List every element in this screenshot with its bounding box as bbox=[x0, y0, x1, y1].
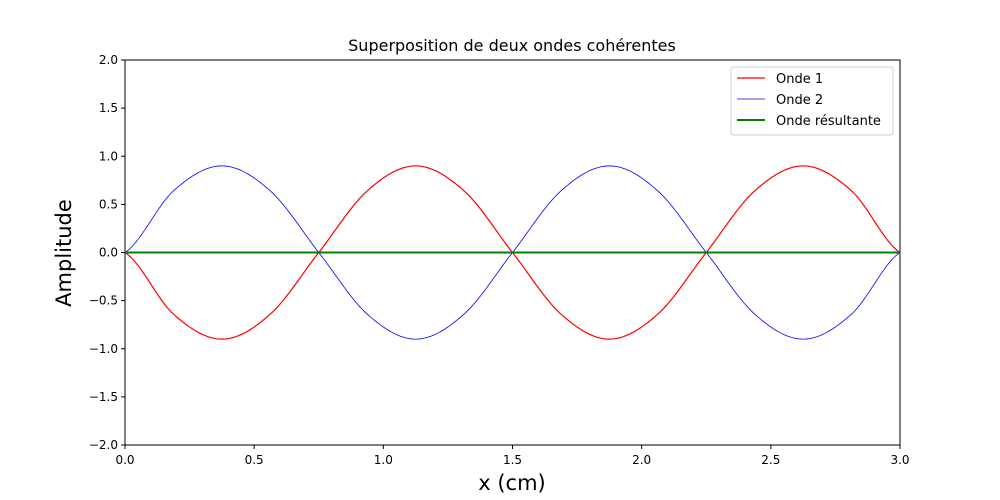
x-tick-label: 0.5 bbox=[245, 453, 264, 467]
y-tick-label: 1.0 bbox=[99, 149, 118, 163]
x-tick-label: 1.5 bbox=[503, 453, 522, 467]
legend-label: Onde 1 bbox=[776, 72, 823, 87]
y-tick-label: 1.5 bbox=[99, 101, 118, 115]
x-axis: 0.0 0.5 1.0 1.5 2.0 2.5 3.0 bbox=[115, 445, 910, 467]
y-tick-label: 0.0 bbox=[99, 246, 118, 260]
y-tick-label: −1.0 bbox=[89, 342, 118, 356]
legend-label: Onde 2 bbox=[776, 93, 823, 108]
y-tick-label: −2.0 bbox=[89, 438, 118, 452]
legend: Onde 1 Onde 2 Onde résultante bbox=[730, 66, 894, 136]
x-tick-label: 0.0 bbox=[115, 453, 134, 467]
legend-box bbox=[730, 66, 894, 136]
y-tick-label: 2.0 bbox=[99, 53, 118, 67]
x-tick-label: 3.0 bbox=[890, 453, 909, 467]
x-axis-label: x (cm) bbox=[478, 471, 546, 495]
chart-title: Superposition de deux ondes cohérentes bbox=[348, 36, 676, 55]
y-axis-label: Amplitude bbox=[52, 199, 76, 307]
y-tick-label: 0.5 bbox=[99, 197, 118, 211]
y-tick-label: −0.5 bbox=[89, 294, 118, 308]
x-tick-label: 2.5 bbox=[761, 453, 780, 467]
legend-label: Onde résultante bbox=[776, 114, 881, 129]
x-tick-label: 2.0 bbox=[632, 453, 651, 467]
y-tick-label: −1.5 bbox=[89, 390, 118, 404]
series-layer bbox=[124, 165, 901, 340]
x-tick-label: 1.0 bbox=[374, 453, 393, 467]
y-axis: 2.0 1.5 1.0 0.5 0.0 −0.5 −1.0 −1.5 −2.0 bbox=[89, 53, 125, 452]
